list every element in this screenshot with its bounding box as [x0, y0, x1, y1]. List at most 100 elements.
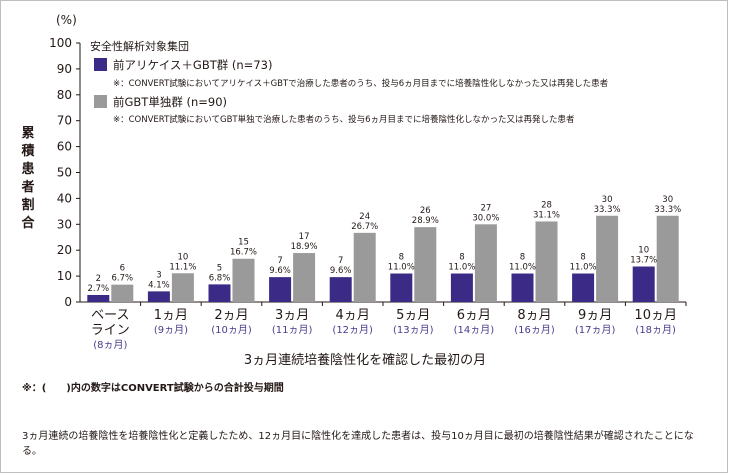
bar-count-label: 5 — [217, 263, 222, 273]
bar-percent-label: 18.9% — [291, 242, 318, 252]
legend-swatch-combo — [94, 58, 107, 71]
category-label: 1ヵ月 — [154, 308, 188, 323]
bar-count-label: 6 — [120, 264, 125, 274]
bar — [147, 291, 170, 302]
category-label: 9ヵ月 — [578, 308, 612, 323]
bar-percent-label: 30.0% — [472, 213, 499, 223]
bar-count-label: 7 — [338, 256, 343, 266]
y-tick-label: 10 — [57, 269, 72, 283]
y-tick-label: 90 — [57, 62, 72, 76]
bar-percent-label: 11.1% — [169, 262, 196, 272]
bar-count-label: 2 — [96, 274, 101, 284]
bar-percent-label: 11.0% — [509, 263, 536, 273]
bar-count-label: 30 — [662, 195, 673, 205]
category-sublabel: (12ヵ月) — [332, 324, 373, 336]
bar-percent-label: 11.0% — [388, 263, 415, 273]
bar-percent-label: 13.7% — [630, 256, 657, 266]
bar-count-label: 26 — [420, 206, 431, 216]
y-tick-label: 100 — [49, 36, 72, 50]
bar-percent-label: 2.7% — [87, 284, 109, 294]
bar — [390, 273, 413, 302]
bar-percent-label: 33.3% — [654, 205, 681, 215]
category-sublabel: (9ヵ月) — [154, 324, 188, 336]
category-sublabel: (10ヵ月) — [211, 324, 252, 336]
category-sublabel: (13ヵ月) — [393, 324, 434, 336]
bar — [474, 224, 497, 302]
category-label: ベース — [91, 308, 129, 323]
bar-count-label: 27 — [480, 203, 491, 213]
bar-percent-label: 26.7% — [351, 222, 378, 232]
y-tick-label: 0 — [64, 295, 72, 309]
bar-count-label: 28 — [541, 200, 552, 210]
bar-count-label: 17 — [299, 232, 310, 242]
legend-note-combo: ※：CONVERT試験においてアリケイス＋GBTで治療した患者のうち、投与6ヵ月… — [113, 79, 609, 89]
bar-count-label: 15 — [238, 238, 249, 248]
category-sublabel: (11ヵ月) — [272, 324, 313, 336]
category-label: 5ヵ月 — [396, 308, 430, 323]
category-label: 10ヵ月 — [634, 308, 677, 323]
bar — [572, 273, 595, 302]
bar — [414, 227, 437, 302]
bar — [353, 232, 376, 302]
bar — [450, 273, 473, 302]
legend-swatch-gbt — [94, 95, 107, 108]
category-label: 2ヵ月 — [214, 308, 248, 323]
bar — [535, 221, 558, 302]
y-tick-label: 80 — [57, 88, 72, 102]
bar — [208, 284, 231, 302]
x-axis-title: 3ヵ月連続培養陰性化を確認した最初の月 — [243, 353, 487, 368]
category-label: 3ヵ月 — [275, 308, 309, 323]
bar — [596, 215, 619, 302]
bar-percent-label: 6.7% — [111, 274, 133, 284]
bar — [232, 258, 255, 302]
category-label: 6ヵ月 — [457, 308, 491, 323]
category-label: 8ヵ月 — [517, 308, 551, 323]
bar-percent-label: 4.1% — [148, 280, 170, 290]
bar-percent-label: 9.6% — [269, 266, 291, 276]
bar-percent-label: 9.6% — [330, 266, 352, 276]
category-sublabel: (17ヵ月) — [575, 324, 616, 336]
category-sublabel: (14ヵ月) — [454, 324, 495, 336]
y-tick-label: 40 — [57, 191, 72, 205]
category-label: 4ヵ月 — [336, 308, 370, 323]
bar-percent-label: 33.3% — [594, 205, 621, 215]
y-tick-label: 60 — [57, 140, 72, 154]
legend-label-combo: 前アリケイス＋GBT群 (n=73) — [113, 58, 273, 72]
bar-percent-label: 28.9% — [412, 216, 439, 226]
bar-percent-label: 6.8% — [209, 273, 231, 283]
y-tick-label: 30 — [57, 217, 72, 231]
bar-count-label: 10 — [638, 246, 649, 256]
y-tick-label: 20 — [57, 243, 72, 257]
bar — [511, 273, 534, 302]
bar-percent-label: 31.1% — [533, 210, 560, 220]
category-sublabel: (8ヵ月) — [93, 339, 127, 351]
y-tick-label: 50 — [57, 166, 72, 180]
category-label: ライン — [91, 323, 130, 338]
bar-count-label: 3 — [156, 270, 161, 280]
bar — [293, 253, 316, 302]
bar-count-label: 8 — [580, 253, 585, 263]
legend-title: 安全性解析対象集団 — [90, 40, 189, 53]
bar-count-label: 10 — [177, 252, 188, 262]
bar-count-label: 30 — [602, 195, 613, 205]
bar — [171, 273, 194, 302]
bar — [269, 277, 292, 302]
bar — [87, 295, 110, 302]
legend-note-gbt: ※：CONVERT試験においてGBT単独で治療した患者のうち、投与6ヵ月目までに… — [113, 115, 575, 125]
explanatory-note: 3ヵ月連続の培養陰性を培養陰性化と定義したため、12ヵ月目に陰性化を達成した患者… — [22, 431, 694, 457]
y-axis-title: 累積患者割合 — [21, 126, 35, 231]
category-sublabel: (18ヵ月) — [635, 324, 676, 336]
bar — [632, 266, 655, 302]
bar — [111, 284, 134, 302]
bar-count-label: 8 — [399, 253, 404, 263]
legend-label-gbt: 前GBT単独群 (n=90) — [113, 95, 228, 109]
footnote: ※：( )内の数字はCONVERT試験からの合計投与期間 — [22, 383, 284, 394]
bar — [656, 215, 679, 302]
y-tick-label: 70 — [57, 114, 72, 128]
category-sublabel: (16ヵ月) — [514, 324, 555, 336]
bar-count-label: 8 — [459, 253, 464, 263]
bar — [329, 277, 352, 302]
bar-percent-label: 16.7% — [230, 248, 257, 258]
y-axis-unit: (%) — [56, 13, 77, 27]
